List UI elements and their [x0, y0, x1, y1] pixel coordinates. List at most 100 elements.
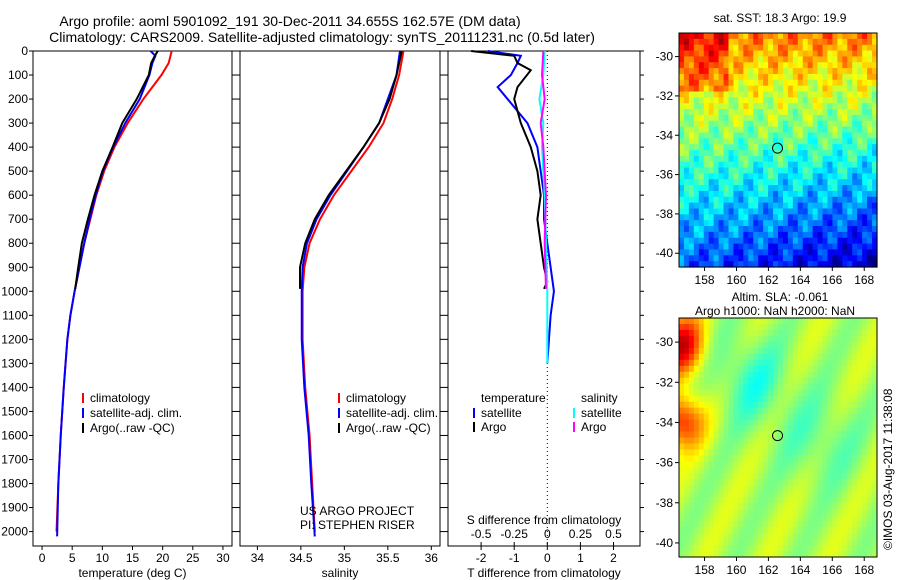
map-cell	[728, 161, 735, 169]
map-cell	[763, 79, 769, 87]
map-cell	[688, 196, 695, 204]
map-cell	[738, 551, 744, 558]
map-cell	[688, 395, 695, 403]
map-cell	[758, 190, 764, 198]
map-cell	[812, 161, 819, 169]
map-cell	[683, 413, 690, 421]
map-cell	[857, 231, 863, 239]
map-cell	[679, 226, 685, 233]
map-cell	[743, 214, 749, 221]
map-cell	[738, 359, 744, 367]
map-cell	[852, 161, 858, 169]
map-cell	[862, 515, 868, 522]
map-cell	[738, 545, 744, 552]
map-cell	[778, 243, 784, 251]
map-cell	[852, 150, 858, 157]
map-cell	[763, 485, 769, 492]
map-cell	[713, 425, 720, 433]
map-cell	[763, 425, 769, 433]
map-cell	[773, 214, 779, 221]
map-cell	[773, 38, 779, 46]
map-cell	[862, 455, 868, 462]
map-ytick-label: -38	[656, 496, 674, 510]
map-cell	[847, 377, 853, 385]
map-cell	[782, 491, 789, 498]
map-cell	[778, 503, 784, 510]
map-cell	[782, 395, 789, 403]
map-cell	[743, 395, 749, 403]
map-cell	[782, 138, 789, 145]
map-cell	[792, 377, 799, 385]
map-cell	[738, 533, 744, 540]
map-cell	[792, 249, 799, 256]
map-cell	[693, 214, 700, 221]
map-cell	[862, 243, 868, 251]
map-cell	[837, 196, 843, 204]
map-cell	[832, 318, 838, 325]
map-cell	[768, 138, 774, 145]
map-cell	[817, 208, 824, 215]
map-cell	[847, 383, 853, 391]
map-cell	[812, 395, 819, 403]
map-cell	[842, 353, 848, 361]
map-cell	[842, 161, 848, 169]
map-cell	[837, 226, 843, 233]
map-cell	[728, 103, 735, 110]
map-cell	[733, 539, 739, 546]
map-cell	[832, 467, 838, 474]
map-cell	[768, 353, 774, 361]
map-cell	[857, 114, 863, 122]
map-cell	[718, 208, 725, 215]
map-cell	[679, 91, 685, 98]
map-cell	[857, 545, 863, 552]
map-cell	[862, 132, 868, 139]
map-cell	[698, 231, 705, 239]
map-cell	[703, 91, 710, 98]
legend-header-temperature: temperature	[481, 391, 546, 405]
map-cell	[728, 208, 735, 215]
map-cell	[698, 365, 705, 373]
map-cell	[797, 150, 804, 157]
legend-label: climatology	[346, 391, 406, 405]
map-cell	[753, 353, 759, 361]
map-cell	[822, 173, 829, 180]
map-cell	[688, 237, 695, 245]
map-cell	[832, 395, 838, 403]
map-cell	[872, 533, 878, 540]
map-cell	[713, 551, 720, 558]
map-cell	[728, 226, 735, 233]
map-cell	[832, 226, 838, 233]
map-cell	[842, 231, 848, 239]
map-cell	[693, 73, 700, 81]
map-cell	[847, 62, 853, 69]
map-cell	[792, 449, 799, 457]
map-cell	[778, 467, 784, 474]
map-cell	[728, 377, 735, 385]
map-cell	[817, 161, 824, 169]
map-cell	[802, 220, 809, 227]
map-cell	[723, 167, 730, 174]
map-cell	[812, 231, 819, 239]
map-cell	[768, 425, 774, 433]
map-cell	[773, 120, 779, 128]
map-cell	[753, 50, 759, 57]
map-cell	[867, 179, 873, 186]
map-cell	[832, 220, 838, 227]
map-cell	[778, 68, 784, 75]
map-cell	[857, 226, 863, 233]
map-cell	[817, 173, 824, 180]
map-cell	[738, 389, 744, 397]
map-cell	[847, 214, 853, 221]
map-cell	[683, 383, 690, 391]
map-cell	[679, 126, 685, 134]
map-cell	[743, 491, 749, 498]
map-cell	[797, 437, 804, 445]
map-cell	[787, 533, 794, 540]
map-cell	[872, 155, 878, 163]
map-cell	[723, 449, 730, 457]
map-cell	[807, 413, 814, 421]
map-cell	[847, 155, 853, 163]
map-cell	[817, 323, 824, 331]
map-cell	[797, 407, 804, 415]
map-cell	[827, 497, 834, 504]
